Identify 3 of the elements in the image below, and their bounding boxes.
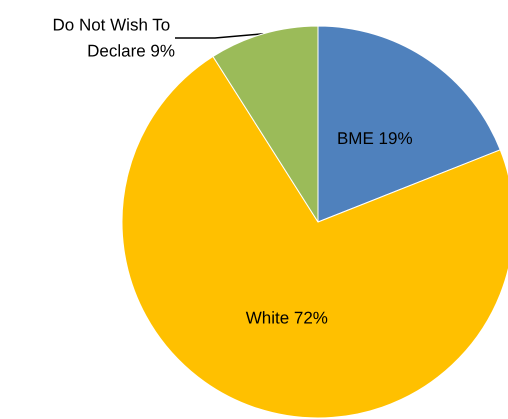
slice-label: Do Not Wish To Declare 9% bbox=[52, 16, 175, 60]
slice-label: White 72% bbox=[246, 308, 328, 328]
slice-label: BME 19% bbox=[336, 128, 413, 148]
